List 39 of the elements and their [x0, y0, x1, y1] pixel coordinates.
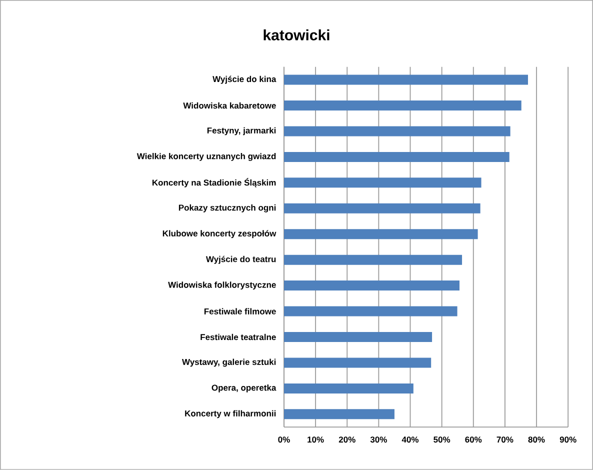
bar — [284, 100, 522, 111]
y-tick-label: Wielkie koncerty uznanych gwiazd — [136, 152, 276, 161]
y-tick-label: Widowiska kabaretowe — [183, 102, 276, 109]
bar — [284, 178, 482, 188]
bar — [284, 229, 478, 240]
x-tick-label: 50% — [434, 436, 450, 443]
y-tick-label: Wyjście do kina — [212, 76, 276, 84]
x-tick-label: 70% — [496, 436, 514, 443]
y-tick-label: Festyny, jarmarki — [207, 127, 276, 136]
bar — [284, 409, 394, 420]
y-tick-label: Klubowe koncerty zespołów — [162, 230, 276, 238]
bar — [284, 358, 432, 368]
bar — [284, 126, 510, 136]
x-tick-label: 30% — [370, 436, 387, 443]
x-tick-label: 60% — [465, 436, 482, 443]
bar — [284, 74, 528, 85]
x-tick-label: 0% — [278, 436, 290, 443]
y-tick-label: Festiwale filmowe — [204, 308, 276, 314]
bar — [284, 306, 458, 316]
bar — [284, 332, 432, 342]
y-tick-label: Wyjście do teatru — [206, 256, 276, 264]
y-tick-label: Pokazy sztucznych ogni — [178, 204, 276, 212]
y-tick-label: Festiwale teatralne — [200, 334, 276, 340]
y-tick-label: Koncerty w filharmonii — [185, 410, 276, 418]
x-tick-label: 10% — [308, 436, 324, 443]
x-tick-label: 90% — [560, 436, 576, 443]
bar — [284, 280, 460, 291]
y-tick-label: Koncerty na Stadionie Śląskim — [152, 178, 276, 188]
y-tick-label: Widowiska folklorystyczne — [168, 282, 276, 290]
bar — [284, 152, 510, 162]
y-tick-label: Opera, operetka — [212, 384, 276, 392]
bar — [284, 254, 462, 265]
bar — [284, 203, 480, 214]
x-tick-label: 80% — [528, 436, 545, 443]
x-tick-label: 20% — [338, 436, 356, 443]
bar — [284, 383, 414, 394]
chart-title: katowicki — [264, 29, 330, 40]
y-tick-label: Wystawy, galerie sztuki — [182, 358, 276, 367]
x-tick-label: 40% — [402, 436, 419, 443]
